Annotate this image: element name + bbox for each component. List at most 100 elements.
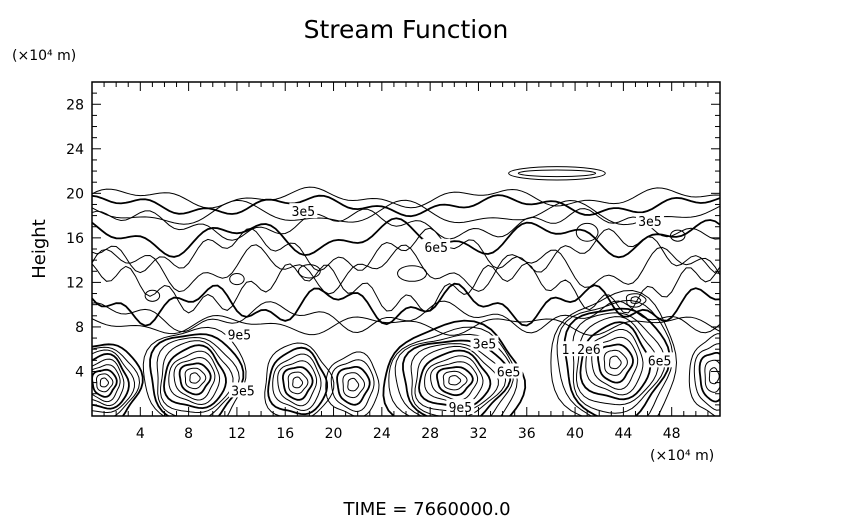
vortex-contour	[448, 375, 462, 386]
x-tick-label: 40	[566, 426, 584, 442]
contour-lines	[92, 166, 720, 416]
contour-loop	[229, 272, 245, 286]
x-tick-label: 44	[614, 426, 632, 442]
contour-label-bg	[470, 335, 499, 351]
vortex-contour	[388, 326, 518, 416]
vortex-contour	[556, 299, 674, 416]
y-axis-label: Height	[29, 219, 50, 279]
contour-loop	[669, 229, 686, 242]
x-tick-label: 24	[373, 426, 391, 442]
vortex-contour	[277, 360, 318, 407]
vortex-contour	[563, 307, 671, 416]
vortex-contour	[92, 343, 144, 416]
vortex-contour	[575, 316, 659, 406]
y-tick-label: 24	[66, 142, 84, 158]
vortex-contour	[609, 355, 622, 370]
x-tick-label: 8	[184, 426, 193, 442]
vortex-contour	[92, 364, 121, 403]
vortex-contour	[585, 329, 644, 396]
vortex-contour	[579, 321, 652, 401]
contour-label: 3e5	[231, 384, 254, 399]
vortex-contour	[156, 336, 240, 416]
contour-line	[92, 194, 720, 218]
y-tick-label: 20	[66, 186, 84, 202]
vortex-contour	[184, 367, 207, 390]
x-tick-label: 12	[228, 426, 246, 442]
contour-label-bg	[228, 382, 257, 398]
vortex-contour	[325, 351, 380, 416]
vortex-contour	[625, 293, 647, 308]
vortex-contour	[430, 361, 479, 401]
contour-label-bg	[635, 213, 664, 229]
contour-line	[92, 244, 720, 295]
y-tick-label: 4	[75, 364, 84, 380]
vortex-contour	[572, 312, 666, 414]
contour-label: 9e5	[228, 329, 251, 344]
contour-label: 6e5	[648, 354, 671, 369]
x-unit-label: (×10⁴ m)	[650, 448, 714, 464]
vortex-contour	[442, 370, 468, 391]
contour-line	[92, 227, 720, 274]
contour-label-bg	[559, 341, 604, 357]
vortex-contour	[99, 377, 110, 388]
vortex-contour	[159, 340, 234, 414]
contour-label-bg	[645, 352, 674, 368]
y-tick-label: 12	[66, 275, 84, 291]
contour-label: 6e5	[424, 241, 447, 256]
x-tick-label: 4	[136, 426, 145, 442]
vortex-contour	[92, 358, 125, 407]
chart-title: Stream Function	[304, 15, 509, 44]
contour-label: 3e5	[473, 338, 496, 353]
vortex-contour	[189, 372, 201, 384]
contour-label: 1.2e6	[562, 343, 601, 358]
vortex-contour	[292, 376, 304, 389]
plot-frame	[91, 81, 721, 417]
vortex-contour	[267, 346, 329, 416]
contour-loop	[144, 289, 161, 302]
y-unit-label: (×10⁴ m)	[12, 48, 76, 64]
contour-loop	[517, 169, 597, 178]
vortex-contour	[342, 372, 366, 399]
vortex-contour	[92, 346, 141, 416]
contour-label: 9e5	[449, 401, 472, 416]
vortex-contour	[178, 362, 212, 396]
contour-loop	[575, 222, 599, 242]
vortex-contour	[550, 289, 678, 416]
contour-line	[92, 217, 720, 259]
vortex-contour	[704, 359, 720, 393]
vortex-contour	[149, 333, 245, 416]
vortex-contour	[142, 326, 247, 416]
x-tick-label: 36	[518, 426, 536, 442]
contour-label-bg	[225, 326, 254, 342]
contour-label: 6e5	[497, 365, 520, 380]
vortex-contour	[688, 333, 720, 416]
vortex-contour	[173, 356, 216, 401]
vortex-contour	[698, 352, 720, 403]
contour-label: 3e5	[638, 215, 661, 230]
vortex-contour	[436, 366, 474, 397]
x-tick-label: 32	[470, 426, 488, 442]
x-tick-label: 16	[276, 426, 294, 442]
time-footer: TIME = 7660000.0	[342, 499, 510, 519]
contour-label-bg	[289, 203, 318, 219]
vortex-contour	[92, 352, 130, 410]
contour-label-bg	[494, 363, 523, 379]
vortex-contour	[330, 359, 375, 413]
vortex-contour	[96, 373, 114, 393]
vortex-contour	[630, 296, 642, 304]
vortex-contour	[264, 342, 335, 416]
x-tick-label: 48	[663, 426, 681, 442]
vortex-contour	[591, 336, 639, 390]
contour-label-bg	[422, 238, 451, 254]
vortex-contour	[347, 377, 360, 392]
vortex-contour	[168, 350, 221, 406]
contour-label: 3e5	[292, 205, 315, 220]
vortex-contour	[693, 343, 720, 411]
vortex-contour	[272, 353, 322, 412]
vortex-contour	[597, 343, 634, 384]
contour-loop	[298, 264, 321, 279]
contour-loop	[508, 166, 606, 181]
